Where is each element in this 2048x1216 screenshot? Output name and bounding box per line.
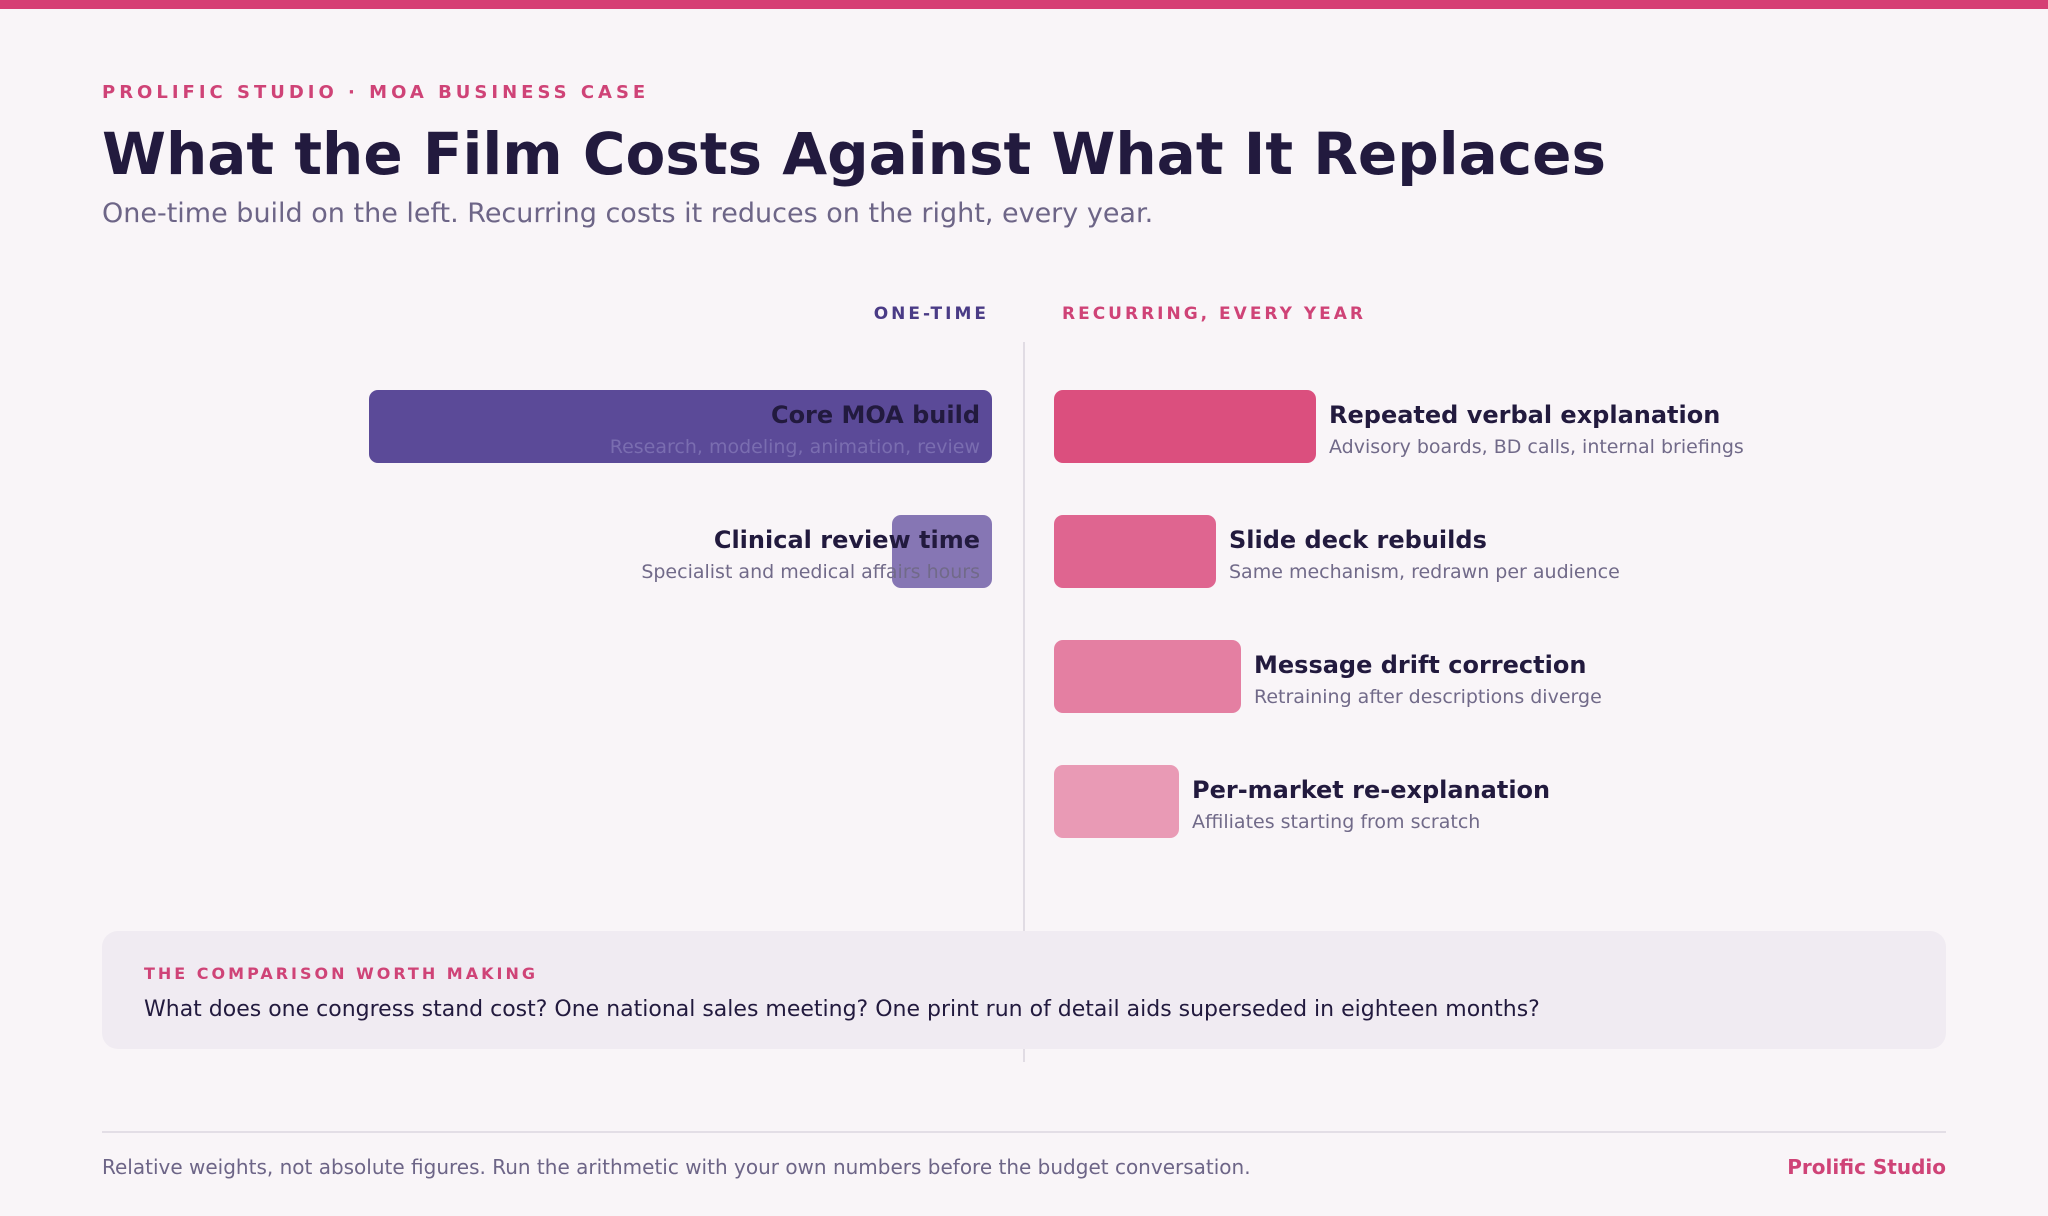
bar-detail: Research, modeling, animation, review xyxy=(609,436,980,458)
column-header-one-time: ONE-TIME xyxy=(873,304,989,324)
bar-detail: Retraining after descriptions diverge xyxy=(1254,686,1602,708)
bar-label-clinical-review-time: Clinical review time Specialist and medic… xyxy=(641,525,980,585)
accent-top-bar xyxy=(0,0,2048,9)
callout-kicker: THE COMPARISON WORTH MAKING xyxy=(144,964,538,983)
bar-label-slide-deck-rebuilds: Slide deck rebuilds Same mechanism, redra… xyxy=(1229,525,1620,585)
page-title: What the Film Costs Against What It Repl… xyxy=(102,120,1607,188)
bar-name: Core MOA build xyxy=(770,401,980,429)
page-subtitle: One-time build on the left. Recurring co… xyxy=(102,198,1154,229)
bar-repeated-verbal-explanation xyxy=(1054,390,1316,463)
footer-brand: Prolific Studio xyxy=(1787,1155,1946,1179)
bar-label-message-drift-correction: Message drift correction Retraining after… xyxy=(1254,650,1602,710)
bar-per-market-re-explanation xyxy=(1054,765,1179,838)
comparison-callout: THE COMPARISON WORTH MAKING What does on… xyxy=(102,931,1946,1049)
bar-detail: Advisory boards, BD calls, internal brie… xyxy=(1329,436,1744,458)
eyebrow-label: PROLIFIC STUDIO · MOA BUSINESS CASE xyxy=(102,82,650,103)
callout-text: What does one congress stand cost? One n… xyxy=(144,997,1540,1022)
bar-label-repeated-verbal-explanation: Repeated verbal explanation Advisory boar… xyxy=(1329,400,1744,460)
bar-name: Repeated verbal explanation xyxy=(1329,401,1721,429)
bar-clinical-review-time xyxy=(892,515,992,588)
bar-core-moa-build xyxy=(369,390,992,463)
bar-name: Message drift correction xyxy=(1254,651,1587,679)
bar-detail: Same mechanism, redrawn per audience xyxy=(1229,561,1620,583)
footer-divider xyxy=(102,1131,1946,1133)
bar-detail: Specialist and medical affairs hours xyxy=(641,561,980,583)
bar-label-core-moa-build: Core MOA build Research, modeling, animat… xyxy=(610,400,980,460)
footer-note: Relative weights, not absolute figures. … xyxy=(102,1155,1251,1179)
bar-detail: Affiliates starting from scratch xyxy=(1192,811,1481,833)
bar-name: Clinical review time xyxy=(713,526,980,554)
bar-label-per-market-re-explanation: Per-market re-explanation Affiliates star… xyxy=(1192,775,1550,835)
bar-name: Slide deck rebuilds xyxy=(1229,526,1487,554)
bar-name: Per-market re-explanation xyxy=(1192,776,1551,804)
bar-slide-deck-rebuilds xyxy=(1054,515,1216,588)
center-axis-line xyxy=(1023,342,1025,1062)
bar-message-drift-correction xyxy=(1054,640,1241,713)
column-header-recurring: RECURRING, EVERY YEAR xyxy=(1062,304,1366,324)
